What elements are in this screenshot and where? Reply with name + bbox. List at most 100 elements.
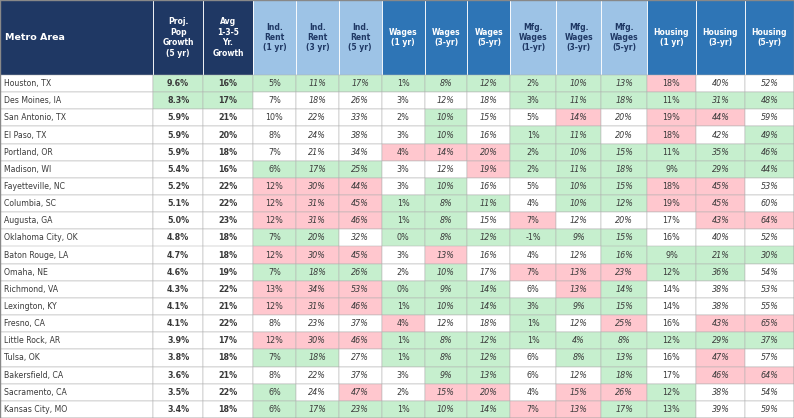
Bar <box>339 161 382 178</box>
Text: 16%: 16% <box>218 165 237 174</box>
Bar <box>601 229 647 247</box>
Text: 5.1%: 5.1% <box>167 199 189 208</box>
Bar <box>601 247 647 264</box>
Text: 6%: 6% <box>526 371 539 380</box>
Bar <box>696 75 745 92</box>
Text: 26%: 26% <box>351 268 369 277</box>
Bar <box>339 144 382 161</box>
Text: 12%: 12% <box>437 96 455 105</box>
Text: 14%: 14% <box>480 405 498 414</box>
Bar <box>511 281 556 298</box>
Text: 12%: 12% <box>570 319 588 328</box>
Text: 7%: 7% <box>526 268 540 277</box>
Bar <box>296 195 339 212</box>
Text: 46%: 46% <box>351 302 369 311</box>
Text: 4%: 4% <box>526 199 539 208</box>
Text: Sacramento, CA: Sacramento, CA <box>4 388 67 397</box>
Text: 30%: 30% <box>308 336 326 345</box>
Text: 3%: 3% <box>397 165 410 174</box>
Text: Wages
(5-yr): Wages (5-yr) <box>475 28 503 47</box>
Bar <box>556 75 601 92</box>
Text: 18%: 18% <box>662 182 680 191</box>
Text: 22%: 22% <box>308 371 326 380</box>
Text: 31%: 31% <box>308 199 326 208</box>
Text: 44%: 44% <box>761 165 778 174</box>
Bar <box>601 212 647 229</box>
Bar <box>601 384 647 401</box>
Bar <box>339 0 382 75</box>
Bar <box>556 0 601 75</box>
Bar <box>647 109 696 127</box>
Bar <box>601 178 647 195</box>
Text: 5%: 5% <box>268 79 281 88</box>
Text: 52%: 52% <box>761 79 778 88</box>
Bar <box>601 349 647 367</box>
Bar <box>253 367 296 384</box>
Bar <box>556 195 601 212</box>
Bar <box>601 281 647 298</box>
Bar <box>425 315 468 332</box>
Text: 17%: 17% <box>218 336 237 345</box>
Bar <box>382 127 425 144</box>
Text: 15%: 15% <box>480 113 498 122</box>
Text: 4%: 4% <box>397 319 410 328</box>
Bar <box>425 109 468 127</box>
Text: 11%: 11% <box>570 130 588 140</box>
Text: 7%: 7% <box>268 268 281 277</box>
Text: 38%: 38% <box>711 302 730 311</box>
Text: 5.9%: 5.9% <box>167 148 189 157</box>
Text: 18%: 18% <box>662 79 680 88</box>
Text: 15%: 15% <box>570 388 588 397</box>
Bar <box>153 247 203 264</box>
Bar <box>468 264 511 281</box>
Bar <box>153 161 203 178</box>
Bar <box>0 195 153 212</box>
Text: 17%: 17% <box>308 165 326 174</box>
Bar <box>203 367 253 384</box>
Text: 47%: 47% <box>711 354 730 362</box>
Text: 11%: 11% <box>662 96 680 105</box>
Text: 18%: 18% <box>218 354 237 362</box>
Text: 7%: 7% <box>268 233 281 242</box>
Bar <box>153 92 203 109</box>
Bar <box>339 229 382 247</box>
Text: 11%: 11% <box>662 148 680 157</box>
Text: 4.1%: 4.1% <box>167 302 189 311</box>
Bar <box>511 92 556 109</box>
Text: 11%: 11% <box>570 96 588 105</box>
Text: 19%: 19% <box>218 268 237 277</box>
Bar <box>468 178 511 195</box>
Bar <box>296 212 339 229</box>
Bar <box>468 332 511 349</box>
Text: 8%: 8% <box>440 216 453 225</box>
Text: 13%: 13% <box>480 371 498 380</box>
Bar <box>556 144 601 161</box>
Text: 22%: 22% <box>218 182 237 191</box>
Bar <box>468 195 511 212</box>
Bar <box>203 315 253 332</box>
Bar <box>647 195 696 212</box>
Bar <box>153 0 203 75</box>
Text: 8%: 8% <box>268 371 281 380</box>
Text: 4%: 4% <box>526 388 539 397</box>
Text: Avg
1-3-5
Yr.
Growth: Avg 1-3-5 Yr. Growth <box>212 18 244 58</box>
Text: Mfg.
Wages
(5-yr): Mfg. Wages (5-yr) <box>610 23 638 52</box>
Text: 17%: 17% <box>308 405 326 414</box>
Text: 9%: 9% <box>665 165 678 174</box>
Text: 3%: 3% <box>397 250 410 260</box>
Text: 40%: 40% <box>711 233 730 242</box>
Text: 15%: 15% <box>615 302 633 311</box>
Text: Fresno, CA: Fresno, CA <box>4 319 45 328</box>
Bar <box>296 161 339 178</box>
Bar <box>253 264 296 281</box>
Bar <box>203 92 253 109</box>
Text: Des Moines, IA: Des Moines, IA <box>4 96 61 105</box>
Text: Ind.
Rent
(5 yr): Ind. Rent (5 yr) <box>349 23 372 52</box>
Text: 13%: 13% <box>615 79 633 88</box>
Text: 9%: 9% <box>572 302 585 311</box>
Text: 12%: 12% <box>265 302 283 311</box>
Bar <box>153 264 203 281</box>
Bar <box>153 332 203 349</box>
Bar <box>296 401 339 418</box>
Bar <box>647 92 696 109</box>
